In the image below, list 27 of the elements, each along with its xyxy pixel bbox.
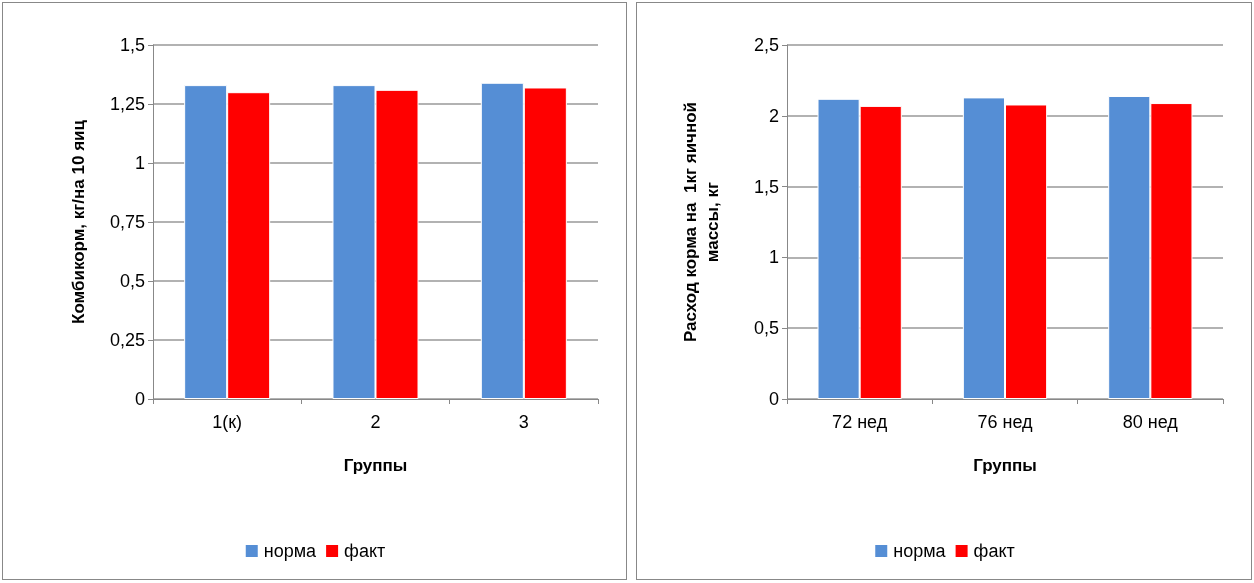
y-axis-title: Расход корма на 1кг яичной массы, кг xyxy=(680,101,722,343)
y-tick-label: 0,5 xyxy=(119,271,145,291)
legend-label: норма xyxy=(263,541,318,561)
x-tick-label: 1(к) xyxy=(212,412,243,432)
x-tick-label: 2 xyxy=(370,412,381,432)
legend-label: норма xyxy=(893,541,947,561)
x-tick-label: 76 нед xyxy=(977,412,1034,432)
x-axis-title: Группы xyxy=(343,456,408,475)
x-axis-title: Группы xyxy=(973,456,1037,475)
y-tick-label: 0,5 xyxy=(753,318,779,339)
y-tick-label: 1 xyxy=(134,153,145,173)
y-axis-title: Комбикорм, кг/на 10 яиц xyxy=(68,119,88,324)
x-tick-label: 72 нед xyxy=(832,412,888,432)
y-tick-label: 1 xyxy=(768,247,779,268)
legend-label: факт xyxy=(344,541,386,561)
y-tick-label: 0 xyxy=(768,389,779,409)
y-tick-label: 2,5 xyxy=(753,35,779,55)
y-tick-label: 1,5 xyxy=(753,176,779,197)
y-tick-label: 1,25 xyxy=(109,94,145,114)
legend-label: факт xyxy=(973,541,1015,561)
y-tick-label: 1,5 xyxy=(119,35,145,55)
x-tick-label: 80 нед xyxy=(1122,412,1179,432)
y-tick-label: 2 xyxy=(768,105,779,126)
y-tick-label: 0,75 xyxy=(109,212,145,232)
y-tick-label: 0,25 xyxy=(109,330,145,350)
x-tick-label: 3 xyxy=(518,412,529,432)
y-tick-label: 0 xyxy=(134,389,145,409)
